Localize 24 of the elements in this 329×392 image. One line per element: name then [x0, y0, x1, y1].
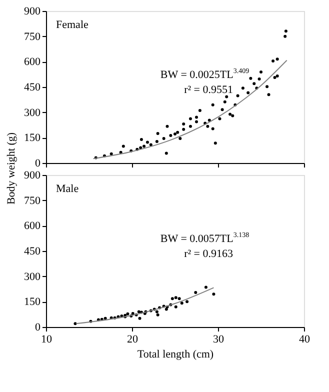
- x-tick-label: 20: [127, 334, 138, 346]
- y-axis-title: Body weight (g): [6, 132, 18, 205]
- x-tick-label: 10: [41, 334, 52, 346]
- annotation: Female: [56, 19, 88, 31]
- y-tick-label: 450: [24, 246, 41, 258]
- y-tick-label: 450: [24, 82, 41, 94]
- y-tick-label: 750: [24, 194, 41, 207]
- annotation: r² = 0.9163: [184, 248, 234, 260]
- y-tick-label: 600: [24, 56, 41, 68]
- y-tick-label: 150: [24, 296, 41, 308]
- annotation: Male: [56, 183, 79, 195]
- x-axis-title: Total length (cm): [137, 348, 214, 360]
- y-tick-label: 300: [24, 106, 41, 119]
- annotation: r² = 0.9551: [184, 84, 233, 96]
- y-tick-label: 600: [24, 220, 41, 232]
- x-tick-label: 30: [213, 334, 224, 346]
- x-tick-label: 40: [299, 334, 310, 346]
- y-tick-label: 0: [35, 158, 41, 170]
- y-tick-label: 900: [24, 170, 41, 182]
- y-tick-label: 0: [35, 322, 41, 334]
- y-tick-label: 900: [24, 6, 41, 18]
- y-tick-label: 300: [24, 270, 41, 283]
- y-tick-label: 150: [24, 132, 41, 144]
- y-tick-label: 750: [24, 30, 41, 43]
